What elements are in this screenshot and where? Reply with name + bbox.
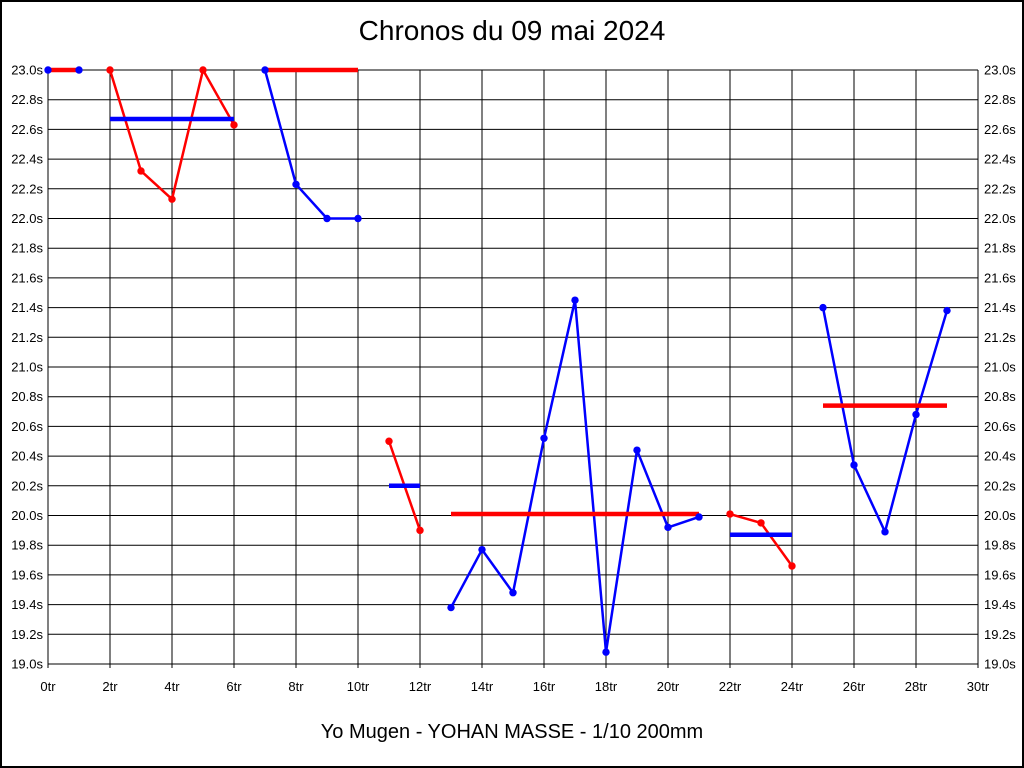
- data-point-red: [106, 66, 114, 74]
- y-tick-label-left: 22.0s: [11, 211, 43, 226]
- data-point-blue: [664, 523, 672, 532]
- x-tick-label: 8tr: [288, 679, 304, 694]
- data-point-blue: [509, 589, 517, 597]
- x-tick-label: 6tr: [226, 679, 242, 694]
- chart-subtitle: Yo Mugen - YOHAN MASSE - 1/10 200mm: [320, 721, 704, 743]
- x-tick-label: 4tr: [164, 679, 180, 694]
- y-tick-label-right: 21.2s: [984, 330, 1016, 345]
- y-tick-label-right: 21.4s: [984, 300, 1016, 315]
- series-line-blue: [263, 68, 360, 220]
- data-point-blue: [323, 214, 331, 223]
- y-tick-label-left: 22.4s: [11, 152, 43, 167]
- y-tick-label-left: 21.2s: [11, 330, 43, 345]
- x-tick-label: 28tr: [905, 679, 928, 694]
- x-tick-label: 24tr: [781, 679, 804, 694]
- data-point-blue: [44, 66, 52, 74]
- x-tick-label: 12tr: [409, 679, 432, 694]
- y-tick-label-left: 22.6s: [11, 122, 43, 137]
- data-point-blue: [943, 306, 951, 315]
- y-tick-label-left: 20.0s: [11, 508, 43, 523]
- y-tick-label-right: 19.4s: [984, 597, 1016, 612]
- y-tick-label-right: 21.0s: [984, 360, 1016, 375]
- x-tick-label: 2tr: [102, 679, 118, 694]
- y-tick-label-right: 20.6s: [984, 419, 1016, 434]
- y-tick-label-right: 20.4s: [984, 449, 1016, 464]
- y-tick-label-right: 22.2s: [984, 181, 1016, 196]
- y-tick-label-right: 22.8s: [984, 92, 1016, 107]
- y-tick-label-left: 23.0s: [11, 63, 43, 78]
- y-tick-label-left: 19.2s: [11, 627, 43, 642]
- data-point-red: [199, 66, 207, 74]
- data-point-red: [137, 167, 145, 175]
- data-point-red: [726, 510, 734, 518]
- series-line-blue: [821, 306, 949, 534]
- chart-title: Chronos du 09 mai 2024: [358, 15, 666, 46]
- y-tick-label-right: 19.0s: [984, 657, 1016, 672]
- y-tick-label-left: 20.2s: [11, 478, 43, 493]
- data-point-red: [788, 562, 796, 570]
- x-tick-label: 10tr: [347, 679, 370, 694]
- data-point-blue: [478, 545, 486, 554]
- y-tick-label-right: 23.0s: [984, 63, 1016, 78]
- y-tick-label-right: 22.6s: [984, 122, 1016, 137]
- y-tick-label-right: 20.8s: [984, 389, 1016, 404]
- data-point-red: [385, 437, 393, 445]
- data-point-blue: [912, 410, 920, 419]
- data-point-blue: [75, 66, 83, 74]
- x-tick-label: 16tr: [533, 679, 556, 694]
- y-tick-label-left: 21.6s: [11, 270, 43, 285]
- y-tick-label-right: 21.6s: [984, 270, 1016, 285]
- y-tick-label-right: 22.4s: [984, 152, 1016, 167]
- series-line-blue: [449, 298, 701, 654]
- y-tick-label-right: 19.6s: [984, 567, 1016, 582]
- y-tick-label-left: 20.4s: [11, 449, 43, 464]
- data-point-red: [230, 121, 238, 129]
- data-point-blue: [602, 648, 610, 656]
- data-point-red: [757, 519, 765, 527]
- data-point-blue: [354, 214, 362, 223]
- data-point-blue: [850, 461, 858, 469]
- y-tick-label-left: 19.0s: [11, 657, 43, 672]
- y-tick-label-right: 19.8s: [984, 538, 1016, 553]
- y-tick-label-left: 19.4s: [11, 597, 43, 612]
- data-point-blue: [447, 603, 455, 612]
- x-tick-label: 18tr: [595, 679, 618, 694]
- data-point-blue: [571, 296, 579, 304]
- y-tick-label-right: 19.2s: [984, 627, 1016, 642]
- x-tick-label: 0tr: [40, 679, 56, 694]
- y-tick-label-right: 20.2s: [984, 478, 1016, 493]
- data-point-blue: [540, 434, 548, 442]
- data-point-blue: [695, 513, 703, 521]
- y-tick-label-left: 21.4s: [11, 300, 43, 315]
- data-point-red: [168, 195, 176, 203]
- data-point-blue: [292, 180, 300, 189]
- x-tick-label: 20tr: [657, 679, 680, 694]
- x-tick-label: 22tr: [719, 679, 742, 694]
- y-tick-label-left: 22.2s: [11, 181, 43, 196]
- data-point-blue: [881, 528, 889, 536]
- data-point-blue: [819, 303, 827, 312]
- x-tick-label: 14tr: [471, 679, 494, 694]
- y-tick-label-left: 19.6s: [11, 567, 43, 582]
- data-point-blue: [261, 66, 269, 74]
- x-tick-label: 30tr: [967, 679, 990, 694]
- data-point-red: [416, 526, 424, 535]
- x-tick-label: 26tr: [843, 679, 866, 694]
- data-point-blue: [633, 446, 641, 454]
- y-tick-label-left: 19.8s: [11, 538, 43, 553]
- y-tick-label-right: 20.0s: [984, 508, 1016, 523]
- y-tick-label-right: 21.8s: [984, 241, 1016, 256]
- y-tick-label-right: 22.0s: [984, 211, 1016, 226]
- y-tick-label-left: 20.6s: [11, 419, 43, 434]
- y-tick-label-left: 21.8s: [11, 241, 43, 256]
- y-tick-label-left: 21.0s: [11, 360, 43, 375]
- y-tick-label-left: 22.8s: [11, 92, 43, 107]
- y-tick-label-left: 20.8s: [11, 389, 43, 404]
